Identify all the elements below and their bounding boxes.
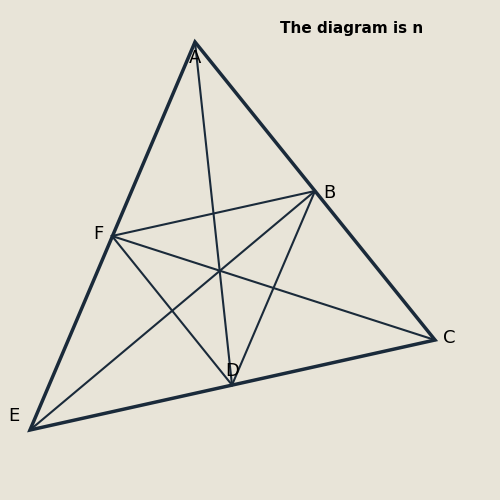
Text: D: D	[225, 362, 239, 380]
Text: B: B	[323, 184, 335, 202]
Text: F: F	[93, 225, 103, 243]
Text: C: C	[443, 329, 455, 347]
Text: E: E	[8, 407, 20, 425]
Text: A: A	[189, 49, 201, 67]
Text: The diagram is n: The diagram is n	[280, 20, 423, 36]
